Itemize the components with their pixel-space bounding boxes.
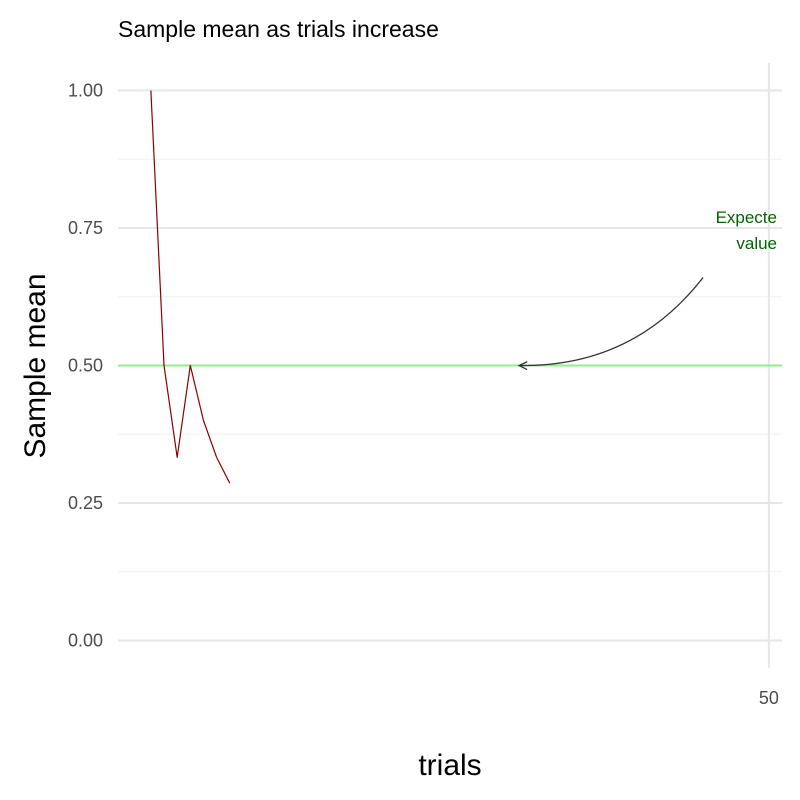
y-tick-label: 0.00 bbox=[68, 631, 103, 651]
sample-mean-series-line bbox=[150, 90, 218, 458]
annotation-arrow bbox=[519, 277, 704, 367]
annotation-text-line: Expecte bbox=[716, 208, 777, 227]
tick-label-layer: 0.00 0.25 0.50 0.75 1.00 50 bbox=[68, 81, 779, 709]
annotation-text-line: value bbox=[736, 234, 777, 253]
series-layer bbox=[150, 90, 231, 484]
sample-mean-series-tail bbox=[216, 457, 231, 484]
y-tick-label: 0.25 bbox=[68, 493, 103, 513]
x-axis-title: trials bbox=[418, 749, 481, 782]
annotation-layer: Expecte value bbox=[517, 208, 777, 371]
y-tick-label: 1.00 bbox=[68, 81, 103, 101]
annotation-arrow-head bbox=[517, 361, 528, 371]
y-tick-label: 0.50 bbox=[68, 356, 103, 376]
y-tick-label: 0.75 bbox=[68, 218, 103, 238]
chart-title: Sample mean as trials increase bbox=[118, 16, 439, 42]
y-axis-title: Sample mean bbox=[19, 273, 52, 458]
x-tick-label: 50 bbox=[759, 688, 779, 708]
